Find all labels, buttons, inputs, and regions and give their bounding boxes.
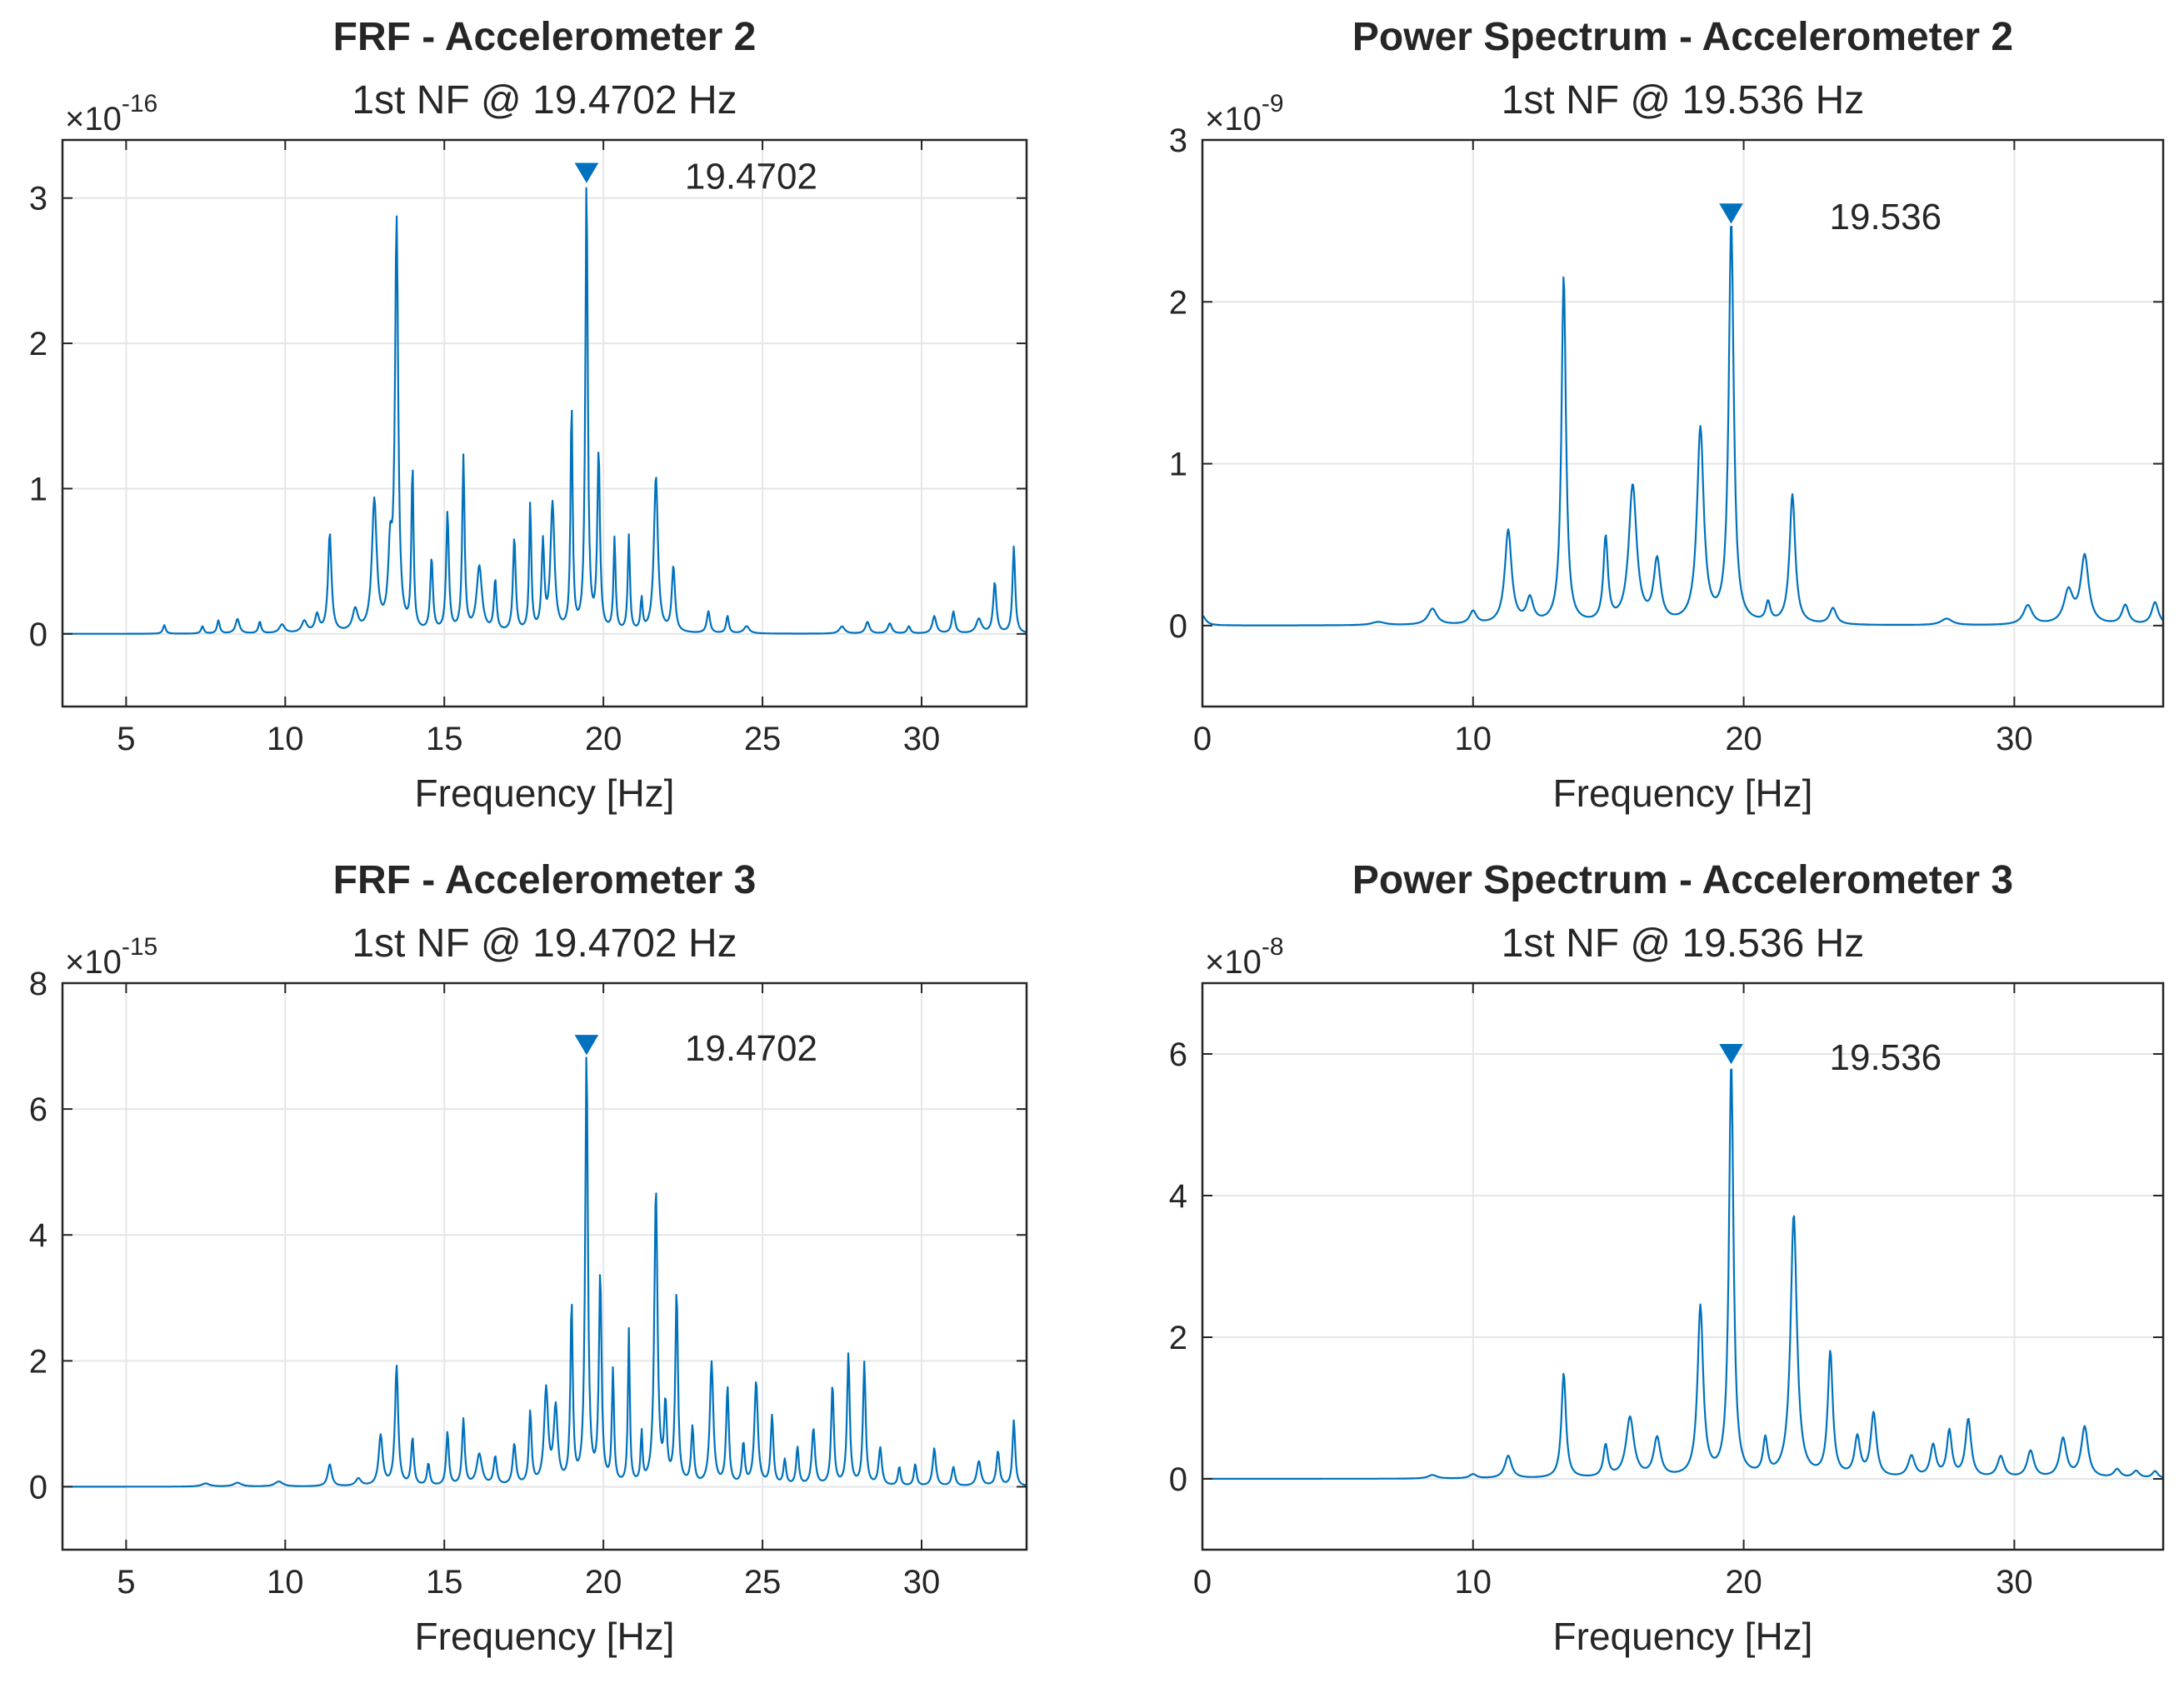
frf-acc3-x-tick-label: 20 [585, 1564, 622, 1601]
ps-acc2-x-tick-label: 10 [1455, 721, 1492, 757]
ps-acc3-y-exponent-base: ×10 [1205, 944, 1262, 981]
frf-acc2-series-line [62, 187, 1027, 635]
ps-acc2-x-tick-label: 20 [1725, 721, 1762, 757]
frf-acc2-x-axis-label: Frequency [Hz] [415, 772, 675, 815]
ps-acc3-peak-marker [1719, 1044, 1743, 1065]
frf-acc2-y-exponent: ×10-16 [65, 90, 157, 137]
ps-acc3-y-tick-label: 2 [1169, 1320, 1187, 1356]
frf-acc2-x-tick-label: 10 [267, 721, 304, 757]
frf-acc3-plot-area [62, 983, 1027, 1550]
frf-acc2-y-tick-label: 3 [29, 181, 47, 217]
ps-acc2-subtitle: 1st NF @ 19.536 Hz [1502, 78, 1865, 122]
ps-acc3-y-tick-label: 4 [1169, 1178, 1187, 1215]
ps-acc3-y-tick-label: 6 [1169, 1036, 1187, 1073]
frf-acc2-subtitle: 1st NF @ 19.4702 Hz [352, 78, 737, 122]
frf-acc2-y-exponent-base: ×10 [65, 101, 122, 137]
ps-acc2-y-tick-label: 2 [1169, 284, 1187, 321]
frf-acc2-y-exponent-power: -16 [122, 90, 157, 117]
ps-acc2-series-line [1202, 225, 2164, 627]
ps-acc2-peak-marker [1719, 203, 1743, 224]
ps-acc3-x-tick-label: 10 [1455, 1564, 1492, 1601]
ps-acc3-chart: 0 10 20 30 0 2 4 6 ×10-8 Power Spectrum - Acceler… [1169, 858, 2165, 1658]
ps-acc3-x-tick-label: 0 [1193, 1564, 1212, 1601]
ps-acc3-y-exponent: ×10-8 [1205, 933, 1284, 981]
frf-acc2-x-tick-label: 15 [426, 721, 463, 757]
frf-acc2-x-tick-label: 20 [585, 721, 622, 757]
ps-acc2-title: Power Spectrum - Accelerometer 2 [1352, 15, 2013, 59]
ps-acc3-x-tick-label: 30 [1996, 1564, 2033, 1601]
frf-acc2-peak-marker [574, 162, 599, 183]
frf-acc2-title: FRF - Accelerometer 2 [333, 15, 757, 59]
ps-acc2-axes-box [1201, 138, 2165, 708]
frf-acc3-y-tick-label: 4 [29, 1217, 47, 1254]
frf-acc2-peak-annotation: 19.4702 [685, 156, 817, 197]
ps-acc2-y-exponent-base: ×10 [1205, 101, 1262, 137]
frf-acc3-y-tick-label: 2 [29, 1343, 47, 1380]
frf-acc3-peak-annotation: 19.4702 [685, 1028, 817, 1069]
ps-acc3-title: Power Spectrum - Accelerometer 3 [1352, 858, 2013, 902]
frf-acc3-chart: 5 10 15 20 25 30 0 2 4 6 8 ×10-15 FRF - Acceleromete… [29, 858, 1028, 1658]
ps-acc3-subtitle: 1st NF @ 19.536 Hz [1502, 921, 1865, 966]
frf-acc2-chart: 5 10 15 20 25 30 0 1 2 3 ×10-16 FRF - Accelerometer… [29, 15, 1028, 815]
frf-acc3-x-tick-label: 15 [426, 1564, 463, 1601]
frf-acc3-title: FRF - Accelerometer 3 [333, 858, 757, 902]
frf-acc2-y-tick-label: 1 [29, 471, 47, 507]
frf-acc2-x-tick-label: 25 [744, 721, 782, 757]
frf-acc3-x-axis-label: Frequency [Hz] [415, 1615, 675, 1658]
frf-acc2-x-tick-label: 30 [903, 721, 941, 757]
frf-acc2-y-tick-label: 2 [29, 326, 47, 362]
frf-acc3-x-tick-label: 10 [267, 1564, 304, 1601]
frf-acc3-subtitle: 1st NF @ 19.4702 Hz [352, 921, 737, 966]
frf-acc3-y-exponent: ×10-15 [65, 933, 157, 981]
frf-acc3-y-tick-label: 0 [29, 1469, 47, 1506]
frf-acc3-y-exponent-base: ×10 [65, 944, 122, 981]
frf-acc3-series-line [62, 1056, 1027, 1488]
ps-acc2-x-tick-label: 0 [1193, 721, 1212, 757]
frf-acc2-plot-area [62, 140, 1027, 707]
frf-acc3-y-tick-label: 6 [29, 1091, 47, 1128]
frf-acc3-x-tick-label: 30 [903, 1564, 941, 1601]
frf-acc3-axes-box [61, 981, 1028, 1551]
frf-acc2-x-tick-label: 5 [117, 721, 135, 757]
ps-acc3-series-line [1202, 1068, 2164, 1481]
ps-acc2-y-tick-label: 0 [1169, 608, 1187, 645]
frf-acc2-axes-box [61, 138, 1028, 708]
ps-acc2-y-exponent: ×10-9 [1205, 90, 1284, 137]
ps-acc2-chart: 0 10 20 30 0 1 2 3 ×10-9 Power Spectrum - Acceler… [1169, 15, 2165, 815]
frf-acc3-x-tick-label: 25 [744, 1564, 782, 1601]
frf-acc3-x-tick-label: 5 [117, 1564, 135, 1601]
ps-acc3-y-exponent-power: -8 [1262, 933, 1284, 961]
ps-acc2-x-axis-label: Frequency [Hz] [1553, 772, 1813, 815]
ps-acc2-x-tick-label: 30 [1996, 721, 2033, 757]
ps-acc3-y-tick-label: 0 [1169, 1461, 1187, 1498]
ps-acc3-axes-box [1201, 981, 2165, 1551]
ps-acc2-y-exponent-power: -9 [1262, 90, 1284, 117]
frf-acc3-y-tick-label: 8 [29, 966, 47, 1002]
frf-acc3-peak-marker [574, 1035, 599, 1056]
frf-acc3-y-exponent-power: -15 [122, 933, 157, 961]
frf-acc2-y-tick-label: 0 [29, 617, 47, 653]
ps-acc2-plot-area [1202, 140, 2163, 707]
ps-acc3-peak-annotation: 19.536 [1830, 1037, 1942, 1078]
ps-acc3-plot-area [1202, 983, 2163, 1550]
ps-acc2-peak-annotation: 19.536 [1830, 197, 1942, 237]
ps-acc2-y-tick-label: 1 [1169, 447, 1187, 483]
ps-acc3-x-tick-label: 20 [1725, 1564, 1762, 1601]
ps-acc3-x-axis-label: Frequency [Hz] [1553, 1615, 1813, 1658]
ps-acc2-y-tick-label: 3 [1169, 122, 1187, 159]
